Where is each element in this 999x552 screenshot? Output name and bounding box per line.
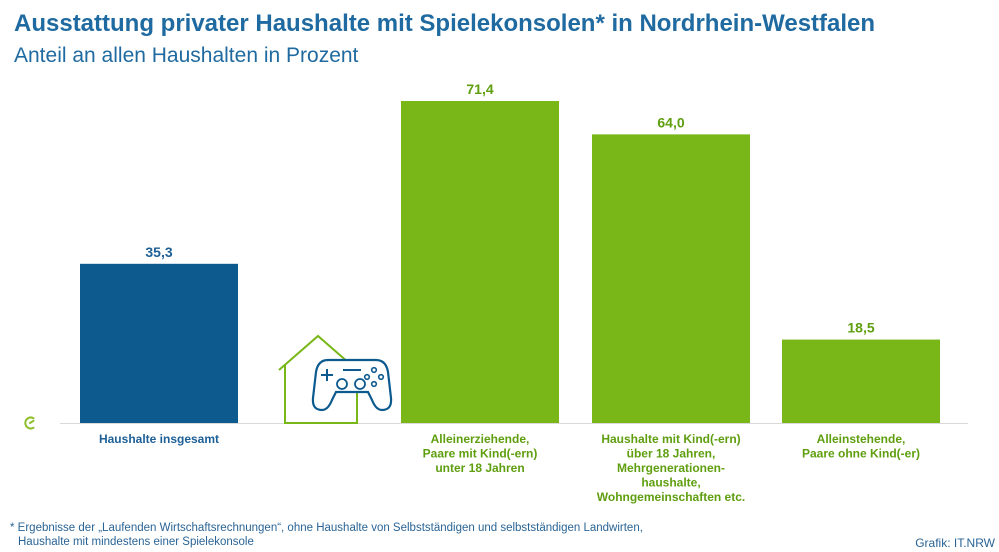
category-label-1-line-2: unter 18 Jahren — [435, 461, 524, 475]
chart-subtitle: Anteil an allen Haushalten in Prozent — [14, 44, 359, 67]
bar-0 — [80, 263, 238, 423]
footnote: * Ergebnisse der „Laufenden Wirtschaftsr… — [10, 521, 890, 549]
graphic-credit: Grafik: IT.NRW — [915, 536, 995, 550]
category-label-2-line-4: Wohngemeinschaften etc. — [597, 490, 745, 504]
category-label-2-line-2: Mehrgenerationen- — [617, 461, 725, 475]
category-label-0-line-0: Haushalte insgesamt — [99, 432, 219, 446]
category-label-2-line-1: über 18 Jahren, — [627, 447, 716, 461]
bar-3 — [782, 339, 940, 423]
category-label-3-line-0: Alleinstehende, — [817, 432, 906, 446]
bar-chart: 35,3 Haushalte insgesamt 71,4 Alleinerziehe… — [24, 81, 968, 504]
category-label-1-line-1: Paare mit Kind(-ern) — [423, 447, 538, 461]
house-gamepad-icon — [278, 334, 393, 424]
value-label-3: 18,5 — [847, 320, 874, 336]
category-label-3-line-1: Paare ohne Kind(-er) — [802, 447, 920, 461]
logo-c-icon — [24, 416, 35, 430]
chart-title: Ausstattung privater Haushalte mit Spiel… — [14, 10, 876, 37]
footnote-line-1: * Ergebnisse der „Laufenden Wirtschaftsr… — [10, 522, 643, 534]
footnote-line-2: Haushalte mit mindestens einer Spielekon… — [18, 536, 254, 548]
value-label-2: 64,0 — [657, 114, 684, 130]
bar-1 — [401, 101, 559, 423]
value-label-1: 71,4 — [466, 81, 493, 97]
value-label-0: 35,3 — [145, 244, 172, 260]
category-label-1-line-0: Alleinerziehende, — [431, 432, 530, 446]
category-label-2-line-0: Haushalte mit Kind(-ern) — [601, 432, 740, 446]
bar-2 — [592, 134, 750, 423]
category-label-2-line-3: haushalte, — [641, 476, 700, 490]
